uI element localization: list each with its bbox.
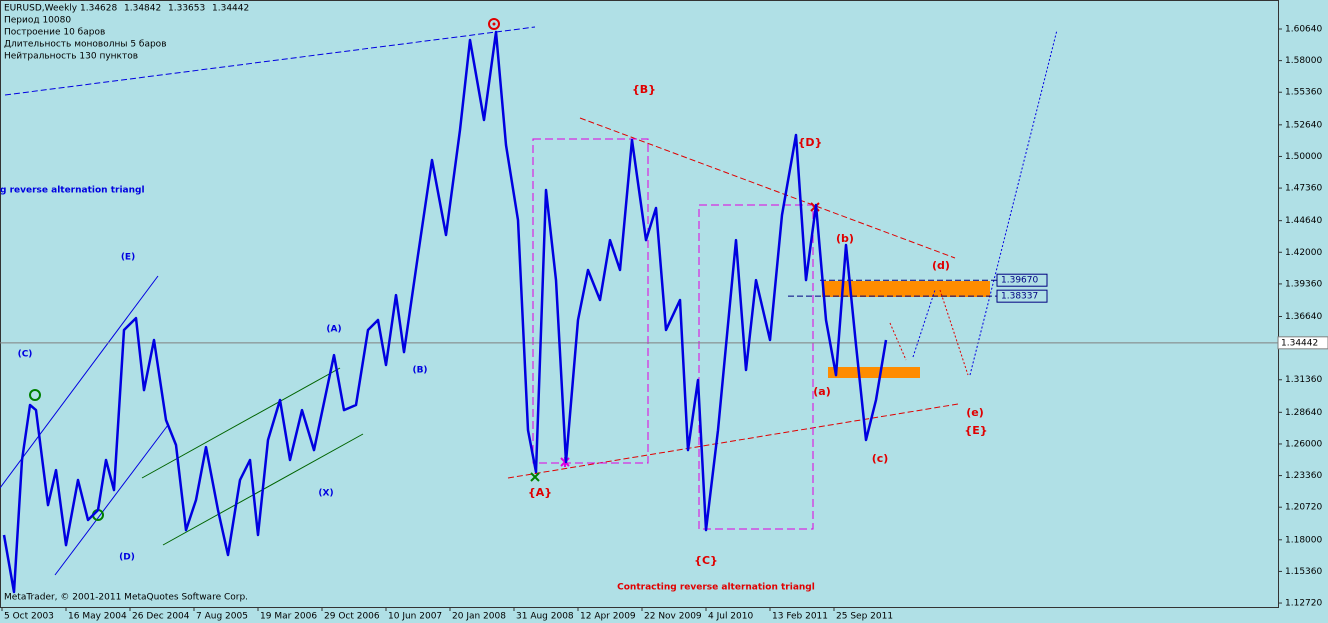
- wave-label: (e): [966, 406, 984, 419]
- wave-label: (C): [18, 350, 33, 360]
- y-tick-label: 1.52640: [1285, 120, 1322, 130]
- x-tick-label: 31 Aug 2008: [516, 612, 574, 622]
- channel-line: [0, 275, 159, 489]
- y-tick-label: 1.58000: [1285, 56, 1322, 66]
- y-tick-label: 1.50000: [1285, 152, 1322, 162]
- wave-label: (A): [326, 325, 341, 335]
- y-tick-label: 1.44640: [1285, 216, 1322, 226]
- ohlc-value: 1.33653: [168, 4, 205, 14]
- x-tick-label: 16 May 2004: [68, 612, 127, 622]
- level-label: 1.39670: [1001, 276, 1038, 286]
- ohlc-value: 1.34442: [212, 4, 249, 14]
- wave-label: (d): [932, 259, 950, 272]
- y-tick-label: 1.28640: [1285, 408, 1322, 418]
- wave-label: (B): [412, 366, 427, 376]
- y-tick-label: 1.18000: [1285, 535, 1322, 545]
- wave-label: (D): [119, 553, 135, 563]
- info-line: Длительность моноволны 5 баров: [4, 40, 167, 50]
- wave-label: {B}: [632, 83, 656, 96]
- price-line-series: [2, 30, 888, 594]
- y-tick-label: 1.12720: [1285, 599, 1322, 609]
- info-line: Построение 10 баров: [4, 28, 105, 38]
- wave-label: (X): [318, 489, 333, 499]
- zone: [822, 281, 990, 297]
- footer: MetaTrader, © 2001-2011 MetaQuotes Softw…: [4, 593, 248, 603]
- plot-frame: [0, 0, 1279, 608]
- zone: [828, 367, 920, 378]
- ohlc-value: 1.34842: [124, 4, 161, 14]
- box: [532, 138, 649, 464]
- info-line: Нейтральность 130 пунктов: [4, 52, 138, 62]
- channel-line: [54, 424, 169, 576]
- x-tick-label: 25 Sep 2011: [836, 612, 893, 622]
- trend-line: [4, 26, 536, 96]
- y-tick-label: 1.15360: [1285, 567, 1322, 577]
- channel-line: [141, 367, 341, 479]
- y-tick-label: 1.42000: [1285, 248, 1322, 258]
- trend-line: [579, 117, 956, 259]
- level-box: [996, 289, 1048, 303]
- wave-label: {A}: [528, 486, 552, 499]
- x-tick-label: 22 Nov 2009: [644, 612, 702, 622]
- marker: [488, 18, 500, 30]
- marker: [29, 389, 41, 401]
- y-tick-label: 1.60640: [1285, 24, 1322, 34]
- projection: [889, 322, 907, 361]
- chart-title: EURUSD,Weekly: [4, 4, 78, 14]
- x-tick-label: 13 Feb 2011: [772, 612, 828, 622]
- projection: [939, 289, 969, 376]
- ohlc-value: 1.34628: [80, 4, 117, 14]
- drawings: [0, 18, 1058, 576]
- y-tick-label: 1.39360: [1285, 279, 1322, 289]
- wave-label: {E}: [964, 424, 987, 437]
- x-tick-label: 10 Jun 2007: [388, 612, 442, 622]
- y-tick-label: 1.47360: [1285, 184, 1322, 194]
- annotations: {B} {D} (b) (d) (a) (c) (e) {E} {A} {C} …: [0, 83, 988, 593]
- wave-label: (a): [813, 385, 830, 398]
- y-tick-label: 1.20720: [1285, 503, 1322, 513]
- wave-label: (E): [121, 253, 135, 263]
- wave-label: (c): [872, 452, 889, 465]
- x-tick-label: 4 Jul 2010: [708, 612, 753, 622]
- marker: [530, 472, 540, 482]
- projection: [969, 29, 1058, 376]
- price-box: [1277, 336, 1328, 350]
- trend-line: [507, 403, 959, 479]
- level-label: 1.38337: [1001, 292, 1038, 302]
- wave-label: {C}: [694, 554, 718, 567]
- wave-label: {D}: [798, 136, 823, 149]
- info-line: Период 10080: [4, 16, 71, 26]
- box: [698, 204, 814, 530]
- pattern-label: Contracting reverse alternation triangl: [617, 583, 815, 593]
- y-tick-label: 1.55360: [1285, 88, 1322, 98]
- y-tick-label: 1.36640: [1285, 312, 1322, 322]
- price-label: 1.34442: [1281, 338, 1318, 348]
- x-tick-label: 5 Oct 2003: [4, 612, 54, 622]
- y-tick-label: 1.31360: [1285, 375, 1322, 385]
- x-tick-label: 19 Mar 2006: [260, 612, 317, 622]
- level-box: [996, 273, 1048, 287]
- x-tick-label: 20 Jan 2008: [452, 612, 506, 622]
- x-tick-label: 7 Aug 2005: [196, 612, 248, 622]
- y-tick-label: 1.26000: [1285, 439, 1322, 449]
- pattern-label: g reverse alternation triangl: [0, 186, 145, 196]
- x-tick-label: 26 Dec 2004: [132, 612, 190, 622]
- x-tick-label: 29 Oct 2006: [324, 612, 380, 622]
- x-tick-label: 12 Apr 2009: [580, 612, 636, 622]
- wave-label: (b): [836, 232, 854, 245]
- y-tick-label: 1.23360: [1285, 471, 1322, 481]
- marker: [492, 22, 496, 26]
